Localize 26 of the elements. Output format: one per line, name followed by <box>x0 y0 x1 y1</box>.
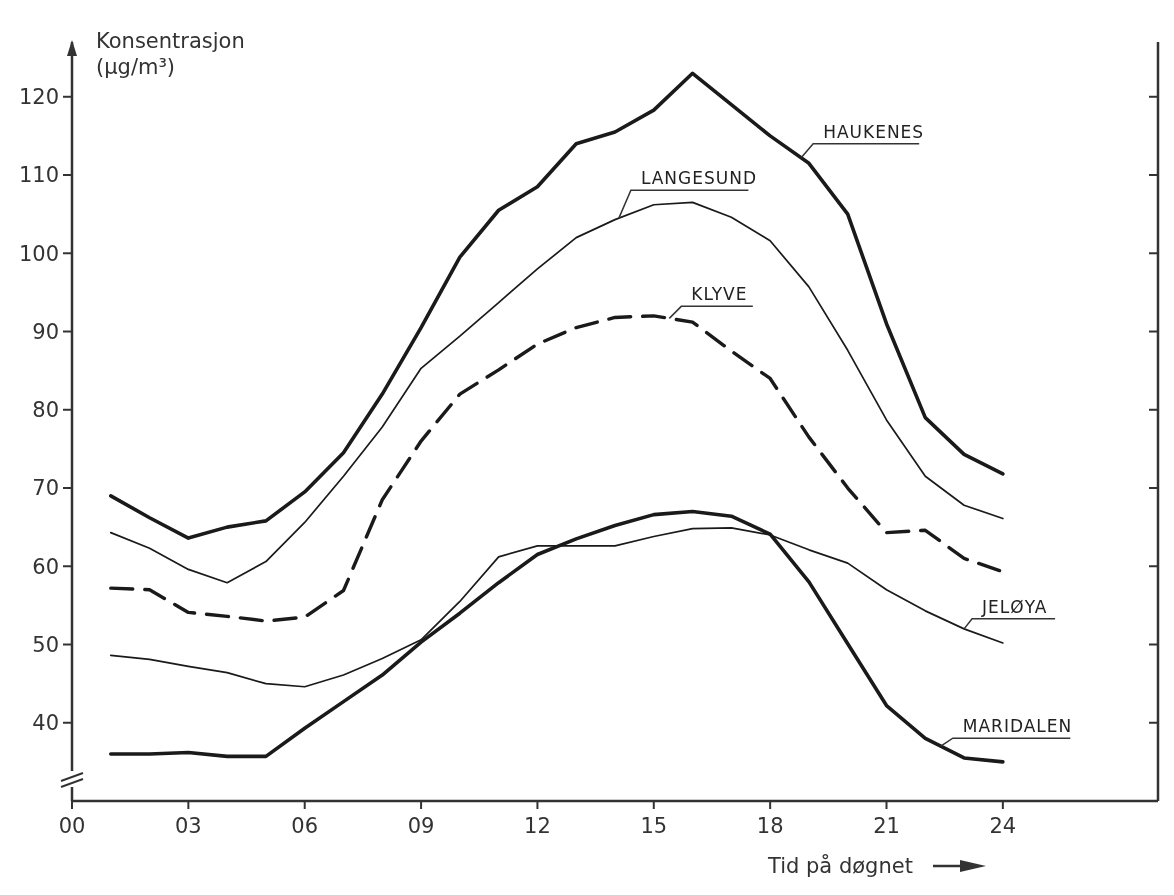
x-tick-label: 09 <box>407 814 435 838</box>
x-tick-label: 03 <box>174 814 202 838</box>
series-label: JELØYA <box>981 596 1048 617</box>
x-tick-label: 06 <box>291 814 319 838</box>
x-tick-label: 18 <box>756 814 784 838</box>
y-tick-label: 40 <box>32 711 59 736</box>
series-label: MARIDALEN <box>962 716 1073 737</box>
y-tick-label: 80 <box>32 398 59 423</box>
series-label: KLYVE <box>691 284 748 305</box>
x-tick-label: 12 <box>524 814 551 838</box>
series-label: LANGESUND <box>640 168 758 189</box>
x-axis-title: Tid på døgnet <box>767 853 913 878</box>
y-axis-title: Konsentrasjon (µg/m³) <box>96 29 245 79</box>
x-tick-label: 15 <box>640 814 668 838</box>
x-tick-label: 24 <box>989 814 1017 838</box>
y-tick-label: 90 <box>32 319 59 344</box>
x-tick-label: 00 <box>58 814 86 838</box>
y-tick-label: 110 <box>18 163 59 188</box>
line-series <box>109 201 1004 584</box>
y-tick-label: 70 <box>32 476 59 501</box>
series-label: HAUKENES <box>823 121 925 142</box>
y-tick-label: 50 <box>32 632 59 657</box>
y-tick-label: 100 <box>18 241 59 266</box>
y-tick-label: 120 <box>18 85 59 110</box>
x-tick-label: 21 <box>873 814 900 838</box>
y-tick-label: 60 <box>32 554 59 579</box>
